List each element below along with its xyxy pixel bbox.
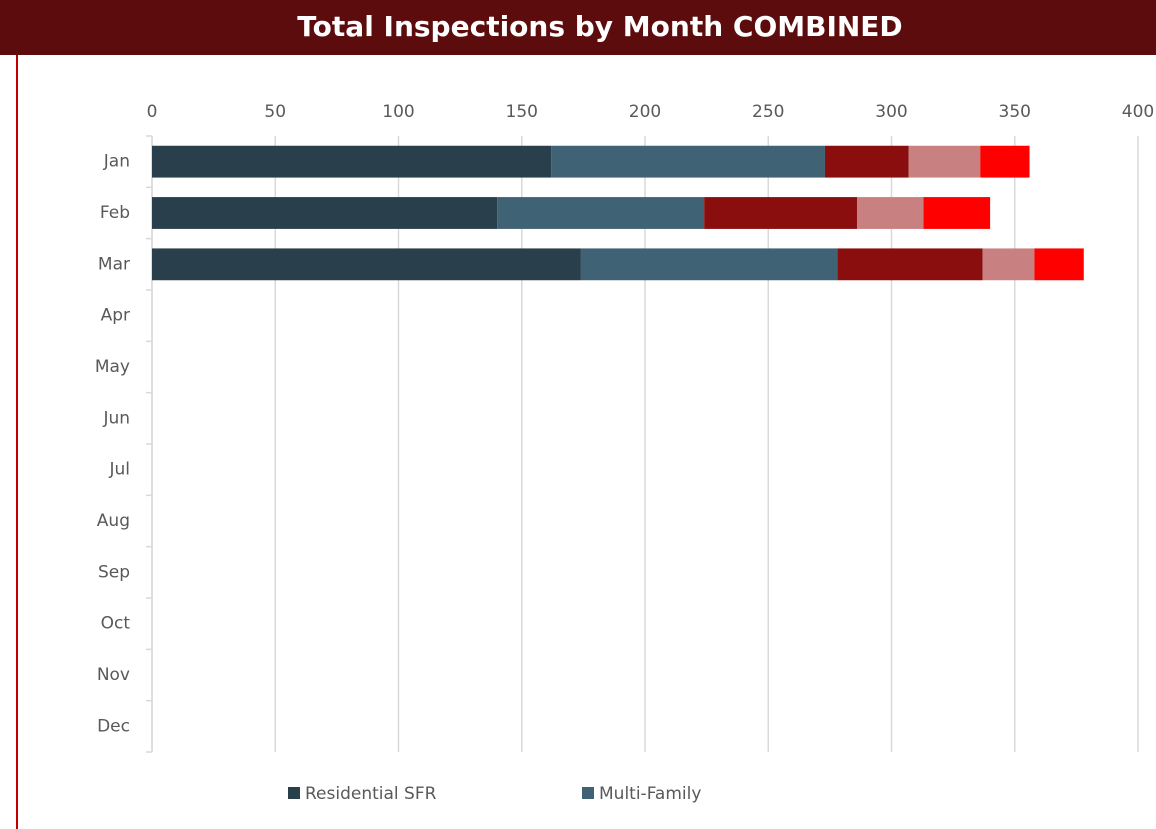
legend-label: Residential SFR (305, 784, 437, 804)
y-tick-label: Jun (102, 408, 130, 428)
y-tick-label: Dec (97, 716, 130, 736)
x-tick-label: 50 (264, 102, 286, 122)
x-tick-label: 150 (506, 102, 538, 122)
bar-segment (824, 145, 909, 178)
x-tick-label: 350 (999, 102, 1031, 122)
bar-segment (580, 248, 838, 281)
legend-label: Multi-Family (599, 784, 701, 804)
y-tick-label: Feb (100, 203, 130, 223)
x-tick-label: 300 (875, 102, 907, 122)
y-tick-label: Oct (101, 614, 131, 634)
bar-segment (908, 145, 981, 178)
bar-segment (837, 248, 983, 281)
bar-segment (1034, 248, 1084, 281)
bar-segment (923, 197, 991, 229)
chart-title: Total Inspections by Month COMBINED (297, 10, 902, 43)
bar-segment (152, 248, 581, 281)
bar-segment (982, 248, 1035, 281)
bar-segment (497, 197, 705, 229)
x-tick-label: 0 (147, 102, 158, 122)
y-tick-label: May (95, 357, 130, 377)
y-tick-label: Apr (101, 306, 130, 326)
legend-swatch (288, 787, 300, 799)
title-banner (0, 0, 1156, 55)
x-tick-label: 250 (752, 102, 784, 122)
y-tick-label: Jan (103, 152, 130, 172)
bar-segment (856, 197, 924, 229)
legend-swatch (582, 787, 594, 799)
y-tick-label: Nov (97, 665, 130, 685)
x-tick-label: 100 (382, 102, 414, 122)
bar-segment (152, 145, 552, 178)
y-tick-label: Sep (98, 562, 130, 582)
y-tick-label: Jul (108, 460, 130, 480)
bar-segment (551, 145, 825, 178)
y-tick-label: Aug (97, 511, 130, 531)
y-tick-label: Mar (98, 254, 130, 274)
bar-segment (152, 197, 498, 229)
x-tick-label: 400 (1122, 102, 1154, 122)
bar-segment (980, 145, 1030, 178)
x-tick-label: 200 (629, 102, 661, 122)
bar-segment (704, 197, 857, 229)
